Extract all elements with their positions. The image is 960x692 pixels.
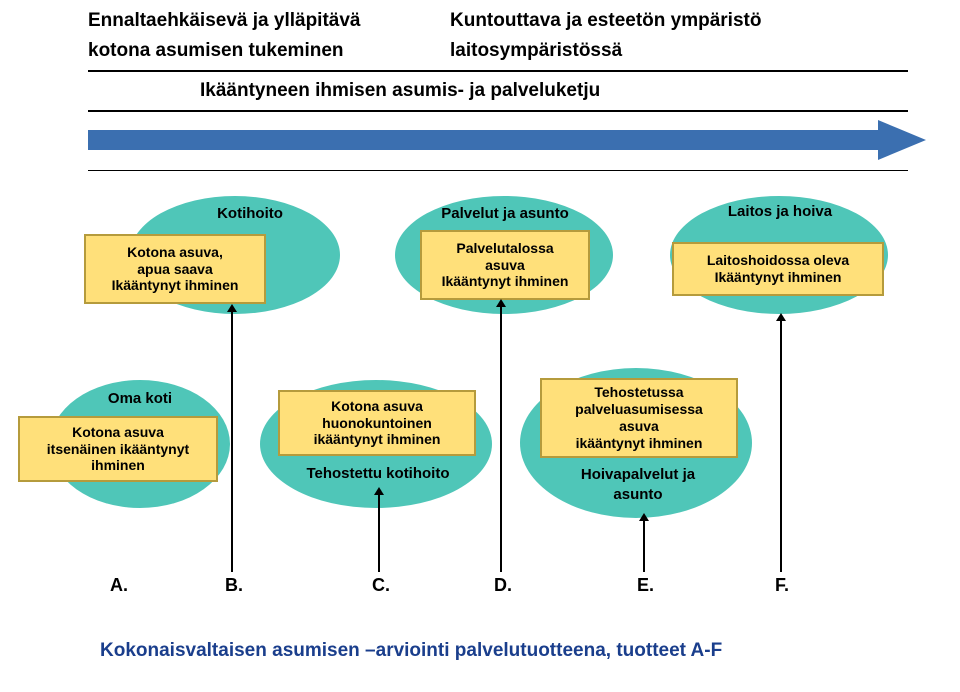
row2-box1: Kotona asuva itsenäinen ikääntynyt ihmin…	[18, 416, 218, 482]
row1-label-palvelut: Palvelut ja asunto	[410, 205, 600, 222]
chain-title: Ikääntyneen ihmisen asumis- ja palveluke…	[200, 80, 800, 102]
letter-b: B.	[225, 575, 243, 596]
connector-e	[643, 520, 645, 572]
row1-label-kotihoito: Kotihoito	[170, 205, 330, 222]
row1-box3: Laitoshoidossa oleva Ikääntynyt ihminen	[672, 242, 884, 296]
hr-bottom	[88, 110, 908, 112]
flow-arrow	[88, 118, 928, 162]
header-right-sub: laitosympäristössä	[450, 40, 930, 62]
row1-box2: Palvelutalossa asuva Ikääntynyt ihminen	[420, 230, 590, 300]
letter-f: F.	[775, 575, 789, 596]
header-left-title: Ennaltaehkäisevä ja ylläpitävä	[88, 10, 448, 32]
letter-c: C.	[372, 575, 390, 596]
row2-box3: Tehostetussa palveluasumisessa asuva ikä…	[540, 378, 738, 458]
hr-under-arrow	[88, 170, 908, 171]
header-left-sub: kotona asumisen tukeminen	[88, 40, 448, 62]
row1-box1: Kotona asuva, apua saava Ikääntynyt ihmi…	[84, 234, 266, 304]
row2-label-hoiva-b: asunto	[540, 486, 736, 503]
letter-a: A.	[110, 575, 128, 596]
row2-box2: Kotona asuva huonokuntoinen ikääntynyt i…	[278, 390, 476, 456]
row2-label-tehostettu: Tehostettu kotihoito	[280, 465, 476, 482]
connector-d	[500, 306, 502, 572]
header-right-title: Kuntouttava ja esteetön ympäristö	[450, 10, 930, 32]
connector-c	[378, 494, 380, 572]
connector-f	[780, 320, 782, 572]
letter-d: D.	[494, 575, 512, 596]
row2-label-hoiva-a: Hoivapalvelut ja	[540, 466, 736, 483]
connector-b	[231, 311, 233, 572]
letter-e: E.	[637, 575, 654, 596]
hr-top	[88, 70, 908, 72]
row1-label-laitos: Laitos ja hoiva	[700, 203, 860, 220]
row2-label-omakoti: Oma koti	[80, 390, 200, 407]
footer-text: Kokonaisvaltaisen asumisen –arviointi pa…	[100, 640, 920, 662]
